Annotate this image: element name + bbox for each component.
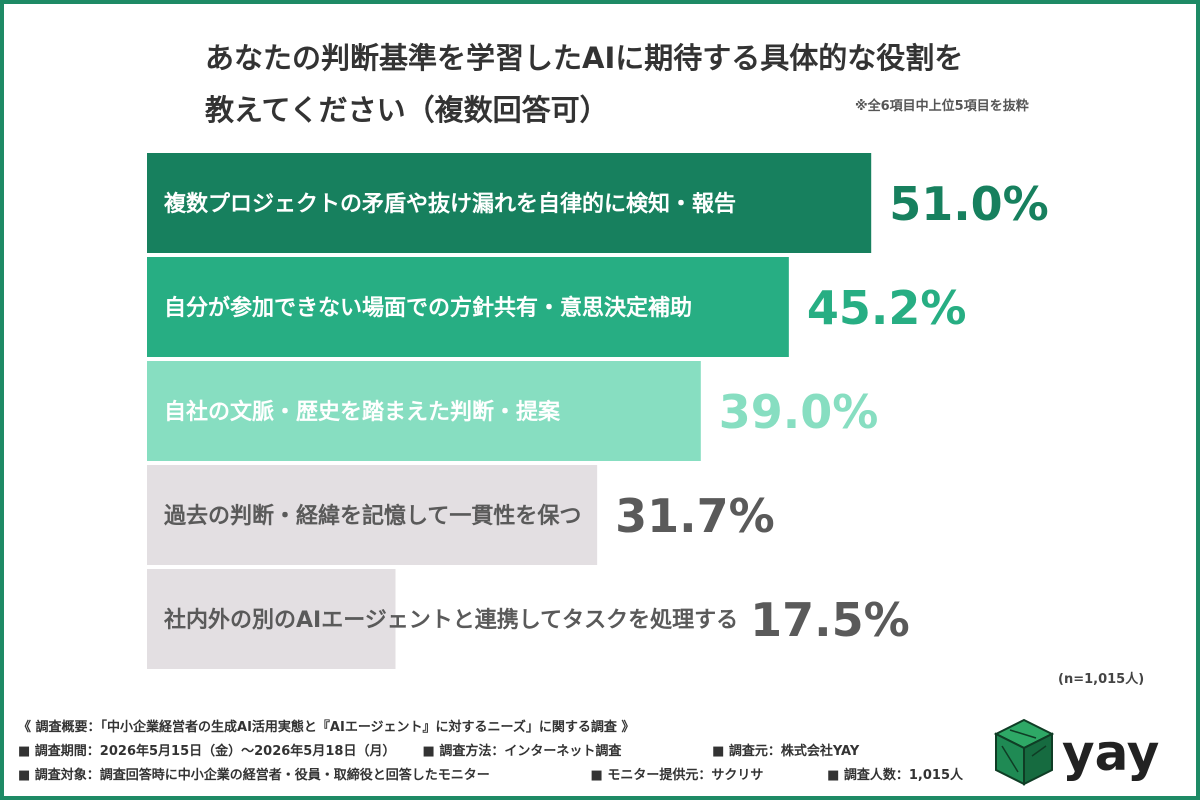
survey-heading: 《 調査概要：「中小企業経営者の生成AI活用実態と『AIエージェント』に対するニ… (18, 720, 635, 735)
bar-chart: 複数プロジェクトの矛盾や抜け漏れを自律的に検知・報告 51.0% 自分が参加できない… (147, 153, 1049, 669)
yay-logo: yay (992, 712, 1182, 792)
survey-provider: ■ モニター提供元：サクリサ (590, 768, 764, 783)
page-title: あなたの判断基準を学習したAIに期待する具体的な役割を 教えてください（複数回答… (205, 32, 1025, 136)
survey-method: ■ 調査方法：インターネット調査 (422, 744, 622, 759)
survey-source: ■ 調査元：株式会社YAY (712, 744, 860, 759)
survey-period: ■ 調査期間：2026年5月15日（金）〜2026年5月18日（月） (18, 744, 396, 759)
bar-3 (147, 361, 701, 461)
title-line-2: 教えてください（複数回答可） (205, 93, 609, 127)
bar-label-1: 複数プロジェクトの矛盾や抜け漏れを自律的に検知・報告 (164, 191, 736, 217)
survey-overview: 《 調査概要：「中小企業経営者の生成AI活用実態と『AIエージェント』に対するニ… (18, 716, 978, 788)
survey-target: ■ 調査対象：調査回答時に中小企業の経営者・役員・取締役と回答したモニター (18, 768, 490, 783)
bar-label-5: 社内外の別のAIエージェントと連携してタスクを処理する (164, 607, 738, 633)
bar-value-4: 31.7% (615, 489, 775, 543)
bar-label-3: 自社の文脈・歴史を踏まえた判断・提案 (164, 399, 561, 425)
bar-value-1: 51.0% (889, 177, 1049, 231)
bar-value-3: 39.0% (719, 385, 879, 439)
sample-size-label: (n=1,015人) (1058, 672, 1145, 687)
cube-logo-icon (993, 718, 1055, 786)
bar-4 (147, 465, 598, 565)
bar-1 (147, 153, 872, 253)
bar-value-2: 45.2% (807, 281, 967, 335)
logo-text: yay (1062, 724, 1159, 782)
title-line-1: あなたの判断基準を学習したAIに期待する具体的な役割を (205, 41, 964, 75)
bar-value-5: 17.5% (750, 593, 910, 647)
bar-2 (147, 257, 789, 357)
bar-5 (147, 569, 396, 669)
bar-label-4: 過去の判断・経緯を記憶して一貫性を保つ (164, 503, 581, 529)
bar-label-2: 自分が参加できない場面での方針共有・意思決定補助 (164, 295, 692, 321)
survey-count: ■ 調査人数：1,015人 (827, 768, 963, 783)
excerpt-note: ※全6項目中上位5項目を抜粋 (855, 99, 1029, 114)
